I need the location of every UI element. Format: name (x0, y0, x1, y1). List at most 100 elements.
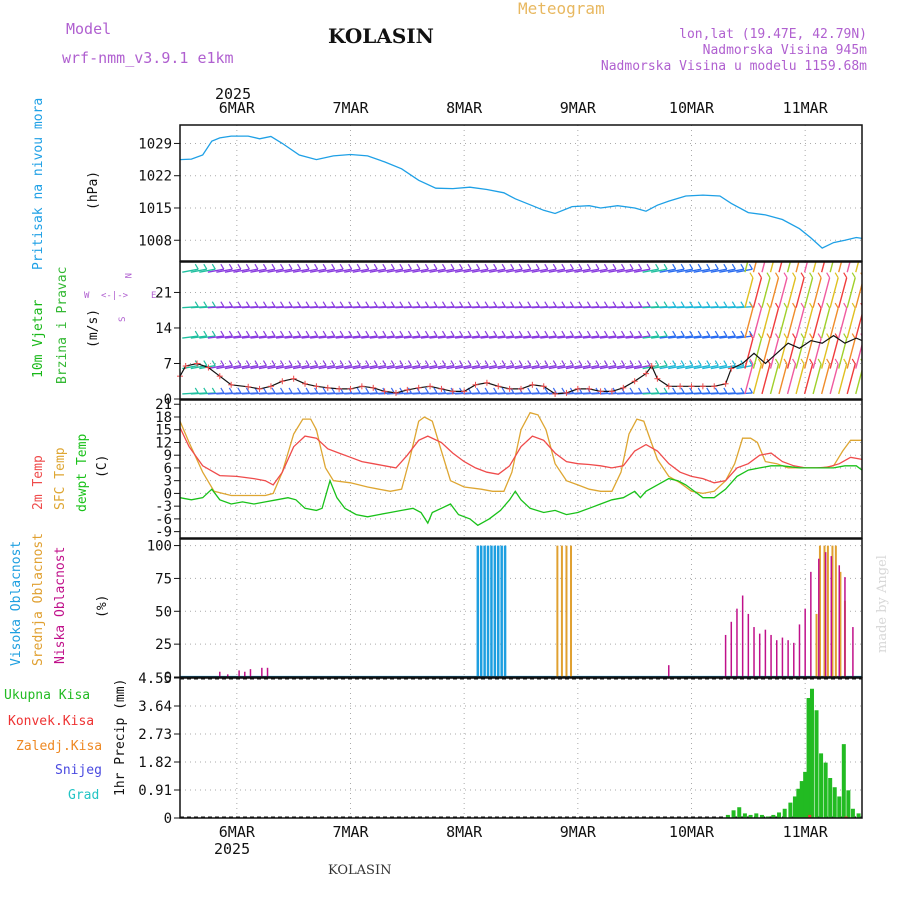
wind-barb-tick (731, 330, 736, 337)
precip-unit: 1hr Precip (mm) (113, 679, 128, 796)
wind-barb-tick (305, 387, 310, 394)
wind-barb (599, 364, 617, 370)
wind-barb-tick (467, 330, 472, 337)
wind-barb (668, 268, 685, 273)
wind-barb (267, 335, 284, 339)
wind-barb (403, 268, 421, 273)
wind-barb-tick (603, 360, 608, 366)
wind-barb (369, 364, 386, 370)
wind-barb (429, 364, 446, 370)
wind-barb (659, 335, 676, 339)
wind-barb-tick (697, 330, 702, 337)
sfc-temp-line (179, 411, 862, 497)
wind-barb (752, 338, 763, 369)
wind-barb-tick (518, 263, 523, 270)
footer-station: KOLASIN (328, 863, 391, 878)
wind-barb (463, 335, 480, 339)
elevation-label: Nadmorska Visina 945m (703, 43, 868, 58)
wind-barb-tick (569, 330, 574, 337)
wind-barb-tick (809, 302, 814, 309)
wind-barb (344, 364, 361, 370)
wind-barb-tick (774, 333, 780, 339)
wind-barb-tick (672, 360, 677, 366)
wind-barb (378, 335, 395, 339)
wind-barb (642, 268, 659, 273)
wind-barb (429, 268, 446, 273)
wind-barb (241, 268, 259, 273)
wind-barb-tick (194, 330, 199, 337)
wind-barb-tick (373, 360, 378, 366)
wind-barb (361, 364, 378, 370)
wind-barb-tick (220, 387, 225, 394)
wind-barb-tick (271, 263, 276, 270)
wind-barb (803, 338, 814, 369)
y-tick-label: -9 (155, 525, 172, 541)
wind-barb (233, 364, 250, 370)
wind-barb (599, 335, 617, 339)
wind-barb (454, 364, 472, 370)
wind-barb (693, 268, 710, 273)
wind-barb-tick (484, 263, 489, 270)
wind-barb (182, 268, 199, 273)
wind-barb-tick (407, 263, 412, 270)
wind-barb-tick (586, 301, 591, 307)
wind-barb-tick (407, 330, 412, 337)
wind-barb-tick (220, 263, 225, 270)
wind-barb-tick (245, 301, 250, 307)
day-label-top: 8MAR (446, 99, 483, 117)
wind-barb-tick (280, 360, 285, 366)
wind-barb (284, 268, 301, 273)
wind-barb (744, 277, 754, 308)
wind-barb (744, 338, 754, 369)
wind-barb-tick (314, 387, 319, 394)
wind-barb-tick (646, 387, 651, 394)
wind-barb-tick (288, 330, 293, 337)
wind-barb (591, 364, 608, 370)
wind-barb-tick (211, 301, 216, 307)
wind-barb (702, 268, 719, 273)
wind-barb-tick (748, 330, 753, 337)
wind-barb-tick (399, 330, 404, 337)
wind-barb (812, 277, 822, 308)
wind-barb (471, 268, 489, 273)
wind-barb (344, 268, 361, 273)
wind-barb-tick (331, 301, 336, 307)
wind-barb (250, 364, 267, 370)
wind-barb-tick (843, 302, 848, 309)
wind-barb-tick (544, 301, 549, 307)
wind-barb-tick (578, 263, 583, 270)
panel-bg (180, 400, 862, 538)
wind-barb (207, 364, 224, 370)
wind-barb (829, 277, 839, 308)
wind-barb-tick (245, 387, 250, 394)
panel-bg (180, 678, 862, 818)
wind-barb-tick (663, 263, 668, 270)
wind-barb-tick (603, 330, 608, 337)
y-tick-label: 50 (155, 604, 172, 620)
wind-barb (284, 335, 301, 339)
wind-barb (616, 335, 634, 339)
wind-barb (497, 364, 514, 370)
wind-barb-tick (194, 301, 199, 307)
wind-flags (182, 262, 862, 395)
wind-barb (514, 268, 531, 273)
wind-barb-tick (586, 330, 591, 337)
wind-barb (540, 364, 557, 370)
wind-barb-tick (834, 272, 839, 278)
cloud-mid-title: Srednja Oblacnost (31, 533, 46, 666)
wind-barb (769, 338, 780, 369)
wind-barb-tick (194, 263, 199, 270)
y-tick-label: 2.73 (138, 727, 172, 743)
wind-barb (616, 268, 634, 273)
wind-barb-tick (809, 358, 814, 365)
wind-barb-tick (433, 360, 438, 366)
model-elevation-label: Nadmorska Visina u modelu 1159.68m (601, 59, 867, 74)
day-labels-bottom: 6MAR 7MAR 8MAR 9MAR 10MAR 11MAR (219, 823, 829, 841)
wind-barb-tick (629, 387, 634, 394)
wind-barb-tick (254, 360, 259, 366)
wind-barb (795, 338, 805, 369)
wind-barb-tick (433, 301, 438, 307)
cloud-low-title: Niska Oblacnost (53, 547, 68, 664)
wind-barb (855, 262, 860, 273)
wind-barb (531, 335, 548, 339)
